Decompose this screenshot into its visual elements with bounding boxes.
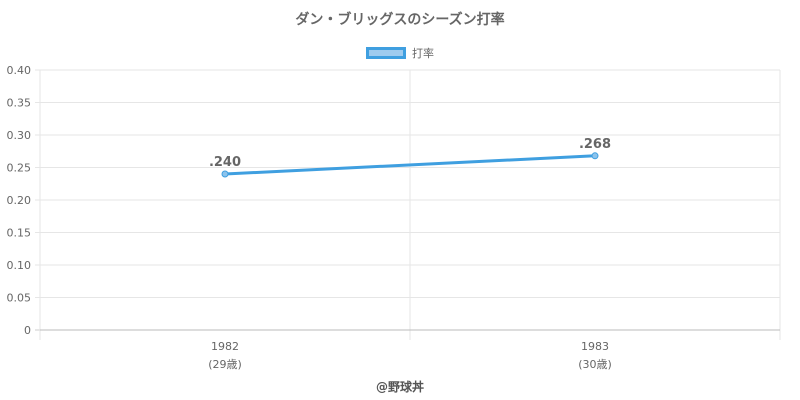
data-label: .268: [579, 137, 611, 152]
y-tick-label: 0.05: [7, 292, 32, 305]
y-tick-label: 0.40: [7, 64, 32, 77]
credit-label: @野球丼: [375, 380, 424, 394]
data-point[interactable]: [591, 152, 599, 160]
chart-title: ダン・ブリッグスのシーズン打率: [295, 12, 505, 28]
data-label: .240: [209, 155, 241, 170]
y-tick-label: 0.30: [7, 129, 32, 142]
y-tick-label: 0.10: [7, 259, 32, 272]
x-tick-label: 1983: [581, 340, 609, 353]
data-point[interactable]: [221, 170, 229, 178]
x-tick-label: 1982: [211, 340, 239, 353]
legend-label: 打率: [412, 47, 434, 60]
y-tick-label: 0.35: [7, 97, 32, 110]
x-tick-sublabel: (30歳): [578, 358, 612, 371]
series-line: [224, 154, 596, 176]
y-tick-label: 0.25: [7, 162, 32, 175]
legend[interactable]: 打率: [0, 45, 800, 61]
y-tick-label: 0: [24, 324, 31, 337]
y-tick-label: 0.20: [7, 194, 32, 207]
x-tick-sublabel: (29歳): [208, 358, 242, 371]
y-tick-label: 0.15: [7, 227, 32, 240]
legend-swatch: [366, 47, 406, 59]
